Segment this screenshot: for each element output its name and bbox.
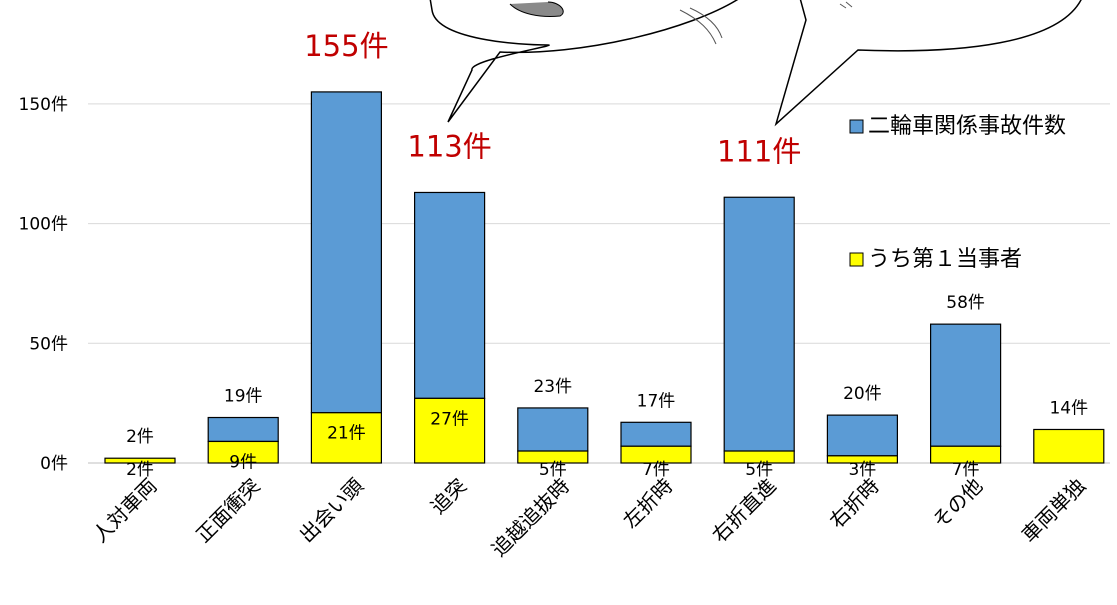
category-label: 右折直進 <box>707 474 781 548</box>
legend-swatch-total <box>849 119 864 134</box>
category-label: 出会い頭 <box>294 474 368 548</box>
y-tick-label: 0件 <box>40 454 68 474</box>
bars <box>104 91 1105 464</box>
bar-first-party <box>620 445 692 464</box>
bar-total <box>620 421 692 447</box>
category-label: 追突 <box>426 474 471 519</box>
total-label: 23件 <box>533 377 572 397</box>
data-labels: 2件 2件 19件 9件 155件 21件 113件 27件 23件 5件 17件 7件 111件 5件 2… <box>126 29 1088 480</box>
first-party-label: 2件 <box>126 460 154 480</box>
bar-total <box>207 416 279 443</box>
y-axis: 0件 50件 100件 150件 <box>19 95 68 474</box>
first-party-label: 5件 <box>745 460 773 480</box>
total-label: 20件 <box>843 384 882 404</box>
category-label: 追越追抜時 <box>487 474 575 562</box>
speech-bubble-left <box>429 0 739 123</box>
total-label: 58件 <box>946 293 985 313</box>
total-label: 14件 <box>1049 398 1088 418</box>
first-party-label: 3件 <box>848 460 876 480</box>
bar-first-party <box>1033 428 1105 464</box>
category-label: 右折時 <box>825 474 884 533</box>
first-party-label: 5件 <box>539 460 567 480</box>
bar-total <box>517 407 589 452</box>
speech-bubble-right <box>774 0 1082 127</box>
bar-total <box>310 91 382 414</box>
bar-total <box>826 414 899 457</box>
first-party-label: 7件 <box>642 460 670 480</box>
bar-first-party <box>414 397 486 464</box>
legend-label-total: 二輪車関係事故件数 <box>868 114 1066 139</box>
total-label: 111件 <box>717 134 801 168</box>
first-party-label: 21件 <box>327 424 366 444</box>
bar-first-party <box>723 450 795 464</box>
category-label: 人対車両 <box>88 474 162 548</box>
category-label: その他 <box>928 474 987 533</box>
y-tick-label: 150件 <box>19 95 68 115</box>
bar-first-party <box>310 412 382 464</box>
legend-label-first-party: うち第１当事者 <box>868 247 1022 272</box>
bar-total <box>929 323 1002 447</box>
first-party-label: 7件 <box>952 460 980 480</box>
first-party-label: 9件 <box>229 452 257 472</box>
total-label: 19件 <box>224 387 263 407</box>
bar-first-party <box>517 450 589 464</box>
first-party-label: 27件 <box>430 409 469 429</box>
legend-swatch-first-party <box>849 252 864 267</box>
y-tick-label: 50件 <box>29 334 68 354</box>
total-label: 2件 <box>126 427 154 447</box>
y-tick-label: 100件 <box>19 215 68 235</box>
bar-first-party <box>826 455 899 464</box>
bar-total <box>414 191 486 399</box>
category-label: 左折時 <box>618 474 677 533</box>
x-axis: 人対車両 正面衝突 出会い頭 追突 追越追抜時 左折時 右折直進 右折時 その他 車両単独 <box>88 474 1090 562</box>
total-label: 113件 <box>407 129 491 163</box>
bar-first-party <box>104 457 176 464</box>
category-label: 車両単独 <box>1017 474 1091 548</box>
bar-first-party <box>207 440 279 464</box>
bar-first-party <box>929 445 1002 464</box>
total-label: 155件 <box>304 29 388 63</box>
category-label: 正面衝突 <box>191 474 265 548</box>
total-label: 17件 <box>637 391 676 411</box>
bar-total <box>723 196 795 452</box>
